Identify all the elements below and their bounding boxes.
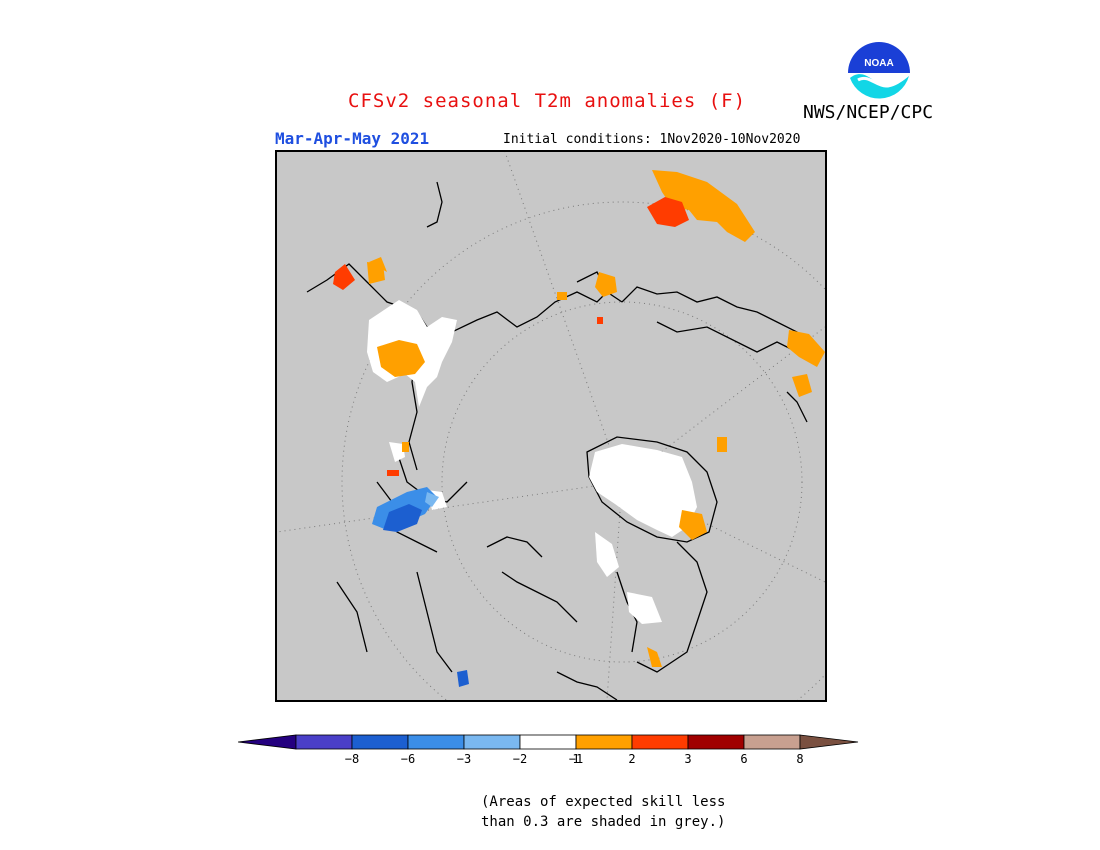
colorbar <box>238 734 859 750</box>
coastlines <box>306 181 818 700</box>
colorbar-swatch <box>407 734 465 750</box>
colorbar-tick-label: −3 <box>456 752 472 766</box>
skill-note: (Areas of expected skill less than 0.3 a… <box>481 792 725 832</box>
anomaly-warm-2-3 <box>333 197 689 476</box>
polar-map <box>275 150 827 702</box>
colorbar-swatch <box>463 734 521 750</box>
colorbar-swatch <box>519 734 577 750</box>
colorbar-tick-label: 1 <box>572 752 580 766</box>
colorbar-tick-label: 6 <box>740 752 748 766</box>
colorbar-tick-label: −1 <box>568 752 584 766</box>
colorbar-swatch <box>351 734 409 750</box>
skill-note-line-1: (Areas of expected skill less <box>481 794 726 810</box>
colorbar-tick-label: 8 <box>796 752 804 766</box>
colorbar-swatch <box>575 734 633 750</box>
map-graticule <box>277 152 825 700</box>
colorbar-swatch <box>687 734 745 750</box>
anomaly-warm-1-2 <box>367 170 825 667</box>
colorbar-tick-label: −8 <box>344 752 360 766</box>
colorbar-tick-label: 3 <box>684 752 692 766</box>
season-label: Mar-Apr-May 2021 <box>275 129 430 148</box>
noaa-logo-icon: NOAA <box>846 40 912 106</box>
skill-note-line-2: than 0.3 are shaded in grey.) <box>481 814 726 830</box>
colorbar-tick-label: −2 <box>512 752 528 766</box>
colorbar-arrow-low <box>238 734 297 750</box>
noaa-logo-text: NOAA <box>864 58 893 69</box>
colorbar-swatch <box>295 734 353 750</box>
anomaly-cold <box>372 487 469 687</box>
agency-label: NWS/NCEP/CPC <box>803 102 934 123</box>
colorbar-swatch <box>743 734 801 750</box>
chart-title: CFSv2 seasonal T2m anomalies (F) <box>348 90 747 112</box>
colorbar-swatch <box>631 734 689 750</box>
colorbar-tick-label: −6 <box>400 752 416 766</box>
colorbar-tick-label: 2 <box>628 752 636 766</box>
colorbar-arrow-high <box>799 734 859 750</box>
initial-conditions-label: Initial conditions: 1Nov2020-10Nov2020 <box>503 132 801 147</box>
